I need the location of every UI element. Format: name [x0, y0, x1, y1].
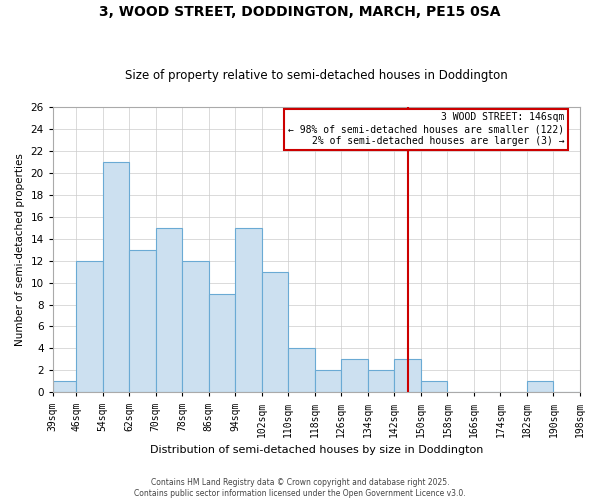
Bar [103, 162, 129, 392]
Bar [76, 260, 103, 392]
Bar [421, 382, 448, 392]
Text: 3 WOOD STREET: 146sqm
← 98% of semi-detached houses are smaller (122)
2% of semi: 3 WOOD STREET: 146sqm ← 98% of semi-deta… [288, 112, 564, 146]
Title: Size of property relative to semi-detached houses in Doddington: Size of property relative to semi-detach… [125, 69, 508, 82]
Bar [209, 294, 235, 392]
Bar [53, 382, 76, 392]
Bar [341, 360, 368, 392]
Bar [155, 228, 182, 392]
Text: 3, WOOD STREET, DODDINGTON, MARCH, PE15 0SA: 3, WOOD STREET, DODDINGTON, MARCH, PE15 … [99, 5, 501, 19]
Bar [288, 348, 315, 393]
Bar [262, 272, 288, 392]
Bar [182, 260, 209, 392]
Bar [394, 360, 421, 392]
Y-axis label: Number of semi-detached properties: Number of semi-detached properties [15, 153, 25, 346]
Bar [235, 228, 262, 392]
Bar [527, 382, 553, 392]
Bar [315, 370, 341, 392]
Bar [368, 370, 394, 392]
Bar [129, 250, 155, 392]
Text: Contains HM Land Registry data © Crown copyright and database right 2025.
Contai: Contains HM Land Registry data © Crown c… [134, 478, 466, 498]
X-axis label: Distribution of semi-detached houses by size in Doddington: Distribution of semi-detached houses by … [150, 445, 483, 455]
